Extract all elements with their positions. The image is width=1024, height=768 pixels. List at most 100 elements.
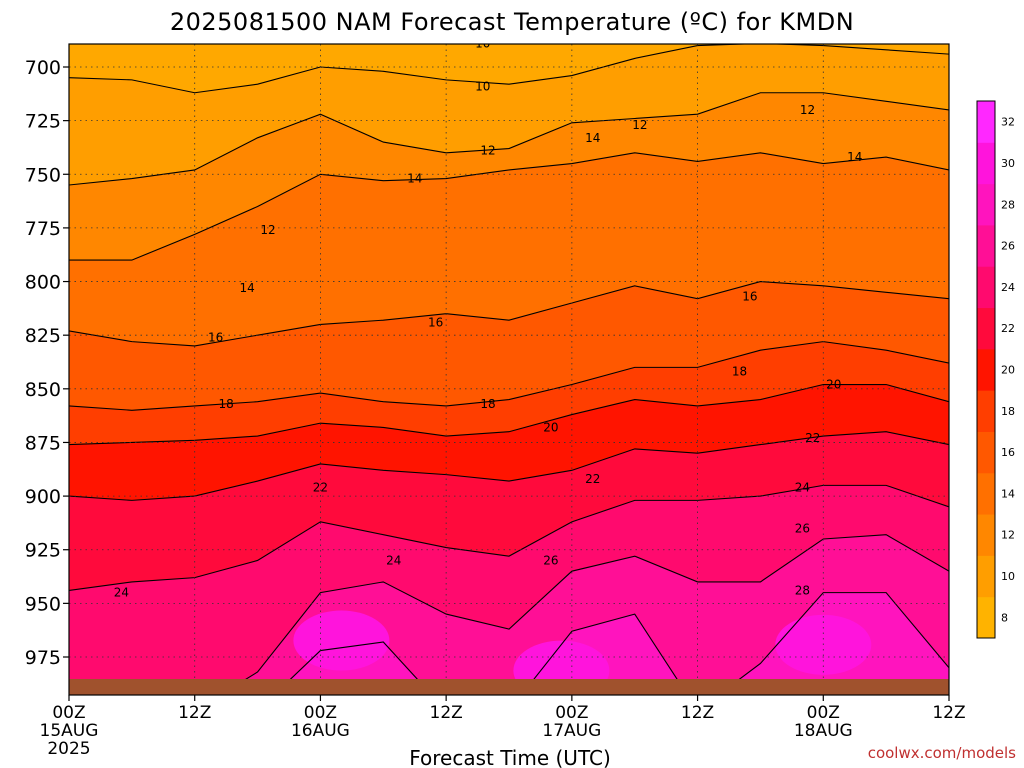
contour-label-15: 18: [732, 365, 747, 379]
contour-18: [69, 341, 949, 411]
colorbar-frame: [976, 100, 996, 639]
contour-label-18: 22: [313, 481, 328, 495]
colorbar-label-7: 22: [1001, 322, 1015, 335]
contour-label-24: 26: [543, 553, 558, 567]
colorbar-swatch-10: [977, 183, 995, 226]
colorbar-swatch-1: [977, 555, 995, 598]
plot-area: 10 10 12 12 12 12 14 14 14 14 16 16 16 18 18 18 20 20 22 22…: [68, 36, 950, 696]
y-tick-label-4: 800: [25, 272, 61, 294]
contour-label-9: 14: [239, 281, 254, 295]
chart-title: 2025081500 NAM Forecast Temperature (ºC)…: [170, 8, 854, 36]
contour-label-7: 14: [847, 150, 862, 164]
colorbar-swatch-4: [977, 431, 995, 474]
ground-surface: [69, 679, 949, 695]
colorbar-label-1: 10: [1001, 570, 1015, 583]
colorbar-label-12: 32: [1001, 116, 1015, 129]
credit-text: coolwx.com/models: [868, 744, 1016, 762]
contour-22: [69, 431, 949, 501]
x-tick-date-6: 18AUG: [794, 721, 853, 741]
contour-24: [69, 484, 949, 592]
contour-label-13: 18: [219, 397, 234, 411]
x-tick-time-5: 12Z: [681, 703, 714, 723]
contour-14: [69, 152, 949, 261]
contour-label-22: 24: [386, 553, 401, 567]
contour-20: [69, 383, 949, 446]
colorbar-label-8: 24: [1001, 281, 1015, 294]
contour-16: [69, 280, 949, 347]
y-tick-label-7: 875: [25, 432, 61, 454]
temperature-bands: [69, 44, 949, 695]
contour-label-3: 12: [800, 103, 815, 117]
contour-label-25: 26: [795, 521, 810, 535]
x-axis-label: Forecast Time (UTC): [409, 746, 611, 768]
contour-label-8: 14: [407, 172, 422, 186]
colorbar-swatch-8: [977, 266, 995, 309]
contour-label-16: 20: [543, 420, 558, 434]
contour-label-0: 10: [475, 36, 490, 50]
contour-label-6: 14: [585, 131, 600, 145]
colorbar-swatch-12: [977, 101, 995, 143]
colorbar-label-3: 14: [1001, 487, 1015, 500]
x-tick-time-3: 12Z: [430, 703, 463, 723]
colorbar-swatch-5: [977, 390, 995, 432]
colorbar-swatch-2: [977, 514, 995, 556]
y-tick-label-11: 975: [25, 647, 61, 669]
colorbar-swatch-7: [977, 307, 995, 350]
contour-label-11: 16: [428, 315, 443, 329]
colorbar-label-2: 12: [1001, 529, 1015, 542]
band-26: [220, 534, 949, 695]
x-tick-time-4: 00Z: [555, 703, 588, 723]
contour-label-17: 20: [826, 378, 841, 392]
contour-label-2: 12: [632, 118, 647, 132]
contour-label-12: 16: [742, 290, 757, 304]
colorbar-label-6: 20: [1001, 364, 1015, 377]
x-tick-time-0: 00Z: [52, 703, 85, 723]
x-tick-date-4: 17AUG: [542, 721, 601, 741]
colorbar-label-4: 16: [1001, 446, 1015, 459]
colorbar-swatch-9: [977, 224, 995, 267]
colorbar-label-10: 28: [1001, 198, 1015, 211]
contour-label-4: 12: [480, 144, 495, 158]
contour-label-21: 24: [114, 586, 129, 600]
contour-28: [273, 592, 949, 695]
colorbar-swatch-0: [977, 596, 995, 639]
contour-label-20: 22: [805, 431, 820, 445]
contour-lines: [69, 44, 949, 695]
grid-lines: [69, 44, 949, 695]
contour-10: [69, 44, 949, 94]
contour-label-1: 10: [475, 79, 490, 93]
band-28: [273, 592, 949, 695]
contour-label-19: 22: [585, 472, 600, 486]
contour-labels: 10 10 12 12 12 12 14 14 14 14 16 16 16 18 18 18 20 20 22 22…: [114, 36, 863, 600]
ground-fill: [69, 679, 949, 695]
colorbar-label-9: 26: [1001, 240, 1015, 253]
y-tick-label-10: 950: [25, 593, 61, 615]
y-tick-label-5: 825: [25, 325, 61, 347]
contour-label-10: 16: [208, 330, 223, 344]
colorbar: 8 10 12 14 16 18 20 22 24 26 28 30 32: [976, 100, 1015, 639]
contour-26: [219, 534, 949, 695]
x-tick-time-6: 00Z: [807, 703, 840, 723]
contour-label-23: 24: [795, 481, 810, 495]
y-tick-label-9: 925: [25, 540, 61, 562]
x-tick-date-0: 15AUG: [40, 721, 99, 741]
y-tick-label-6: 850: [25, 379, 61, 401]
colorbar-label-0: 8: [1001, 611, 1008, 624]
y-tick-label-2: 750: [25, 164, 61, 186]
x-tick-year-0: 2025: [47, 739, 90, 759]
plot-frame: [68, 43, 950, 696]
contour-label-26: 28: [795, 583, 810, 597]
band-core-0: [293, 610, 390, 671]
y-axis: 700 725 750 775 800 825 850 875 900 925 950 975: [25, 57, 69, 669]
x-tick-date-2: 16AUG: [291, 721, 350, 741]
y-tick-label-3: 775: [25, 218, 61, 240]
contour-label-5: 12: [260, 223, 275, 237]
contour-12: [69, 92, 949, 186]
colorbar-label-11: 30: [1001, 157, 1015, 170]
colorbar-swatch-6: [977, 348, 995, 391]
contour-label-14: 18: [480, 397, 495, 411]
x-tick-time-7: 12Z: [932, 703, 965, 723]
y-tick-label-8: 900: [25, 486, 61, 508]
